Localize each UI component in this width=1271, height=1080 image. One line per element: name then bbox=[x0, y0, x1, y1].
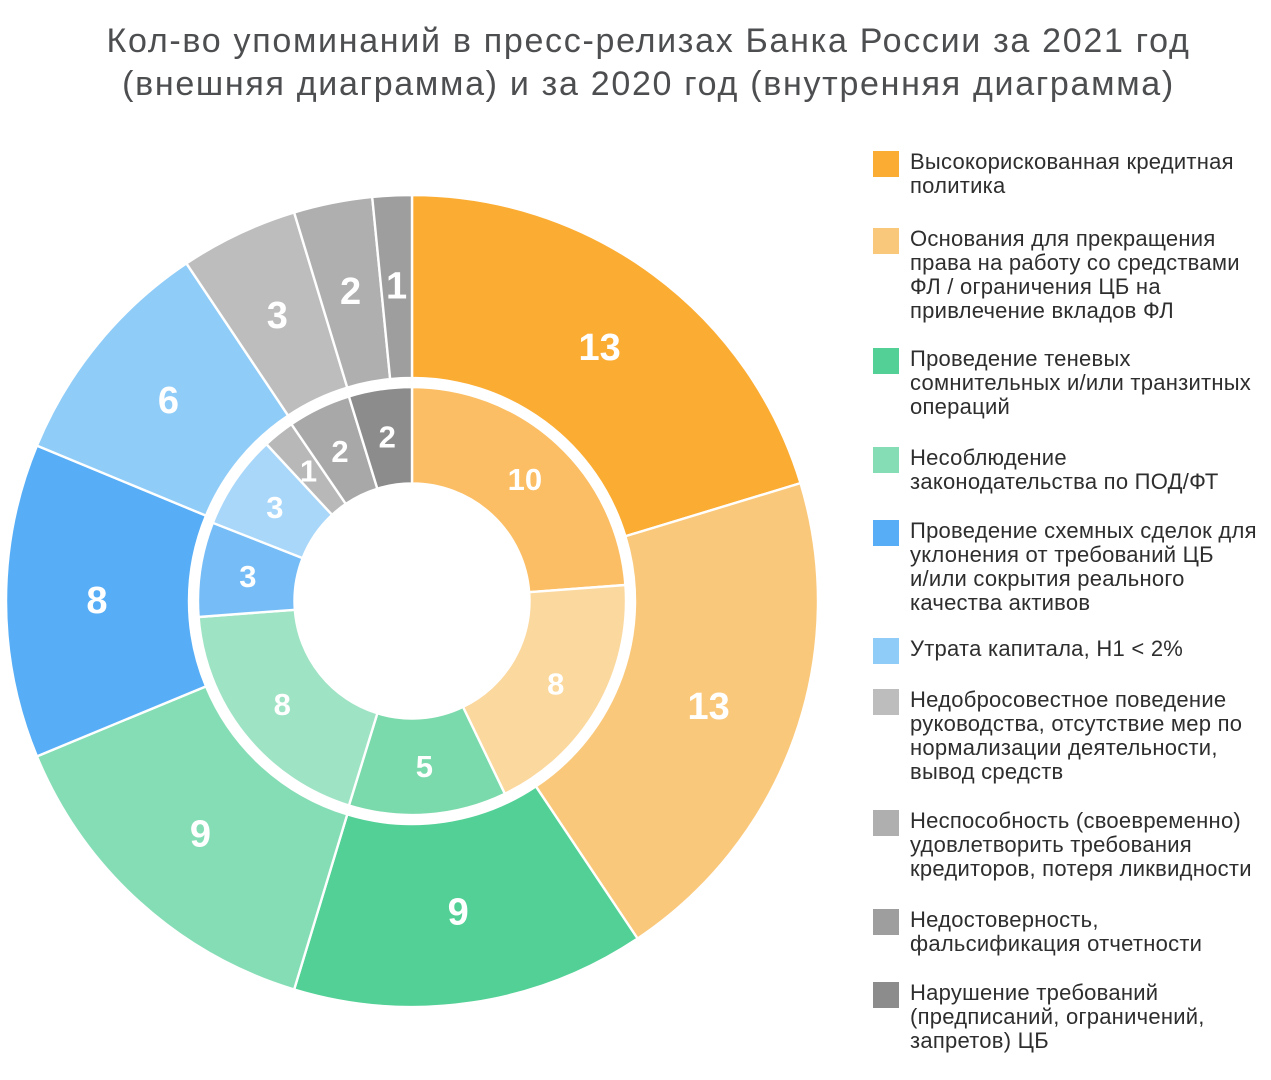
inner-slice-0 bbox=[410, 385, 627, 594]
inner-slice-3 bbox=[197, 608, 379, 807]
inner-slice-value-3: 8 bbox=[274, 687, 291, 722]
legend-swatch-3 bbox=[873, 347, 899, 374]
legend-swatch-2 bbox=[873, 227, 899, 254]
inner-slice-value-1: 8 bbox=[547, 667, 564, 702]
legend-label-8: Неспособность (своевременно) удовлетвори… bbox=[910, 807, 1252, 881]
inner-slice-value-2: 5 bbox=[416, 749, 433, 784]
legend-swatch-10 bbox=[873, 982, 899, 1009]
inner-slice-value-9: 2 bbox=[379, 419, 396, 454]
legend-label-9: Недостоверность, фальсификация отчетност… bbox=[910, 906, 1203, 956]
legend-label-1: Высокорискованная кредитная политика bbox=[910, 149, 1234, 199]
inner-slice-value-8: 2 bbox=[331, 434, 348, 469]
inner-slice-value-4: 3 bbox=[239, 559, 256, 594]
legend-label-7: Недобросовестное поведение руководства, … bbox=[910, 687, 1243, 785]
outer-slice-value-4: 8 bbox=[86, 580, 107, 622]
outer-slice-1 bbox=[534, 481, 820, 940]
legend-label-5: Проведение схемных сделок для уклонения … bbox=[910, 518, 1257, 615]
outer-slice-2 bbox=[292, 785, 639, 1009]
legend-label-10: Нарушение требований (предписаний, огран… bbox=[910, 980, 1205, 1054]
legend-label-3: Проведение теневых сомнительных и/или тр… bbox=[910, 345, 1252, 419]
legend-swatch-7 bbox=[873, 689, 899, 716]
outer-slice-value-0: 13 bbox=[579, 327, 621, 369]
legend-swatch-6 bbox=[873, 638, 899, 664]
chart-title: Кол-во упоминаний в пресс-релизах Банка … bbox=[106, 22, 1191, 103]
legend-swatch-4 bbox=[873, 446, 899, 473]
outer-slice-value-3: 9 bbox=[190, 813, 211, 855]
outer-slice-value-8: 1 bbox=[386, 265, 407, 307]
inner-slice-1 bbox=[461, 583, 628, 796]
outer-slice-value-2: 9 bbox=[448, 892, 469, 934]
legend-swatch-8 bbox=[873, 809, 899, 836]
outer-slice-8 bbox=[371, 193, 414, 381]
legend-label-4: Несоблюдение законодательства по ПОД/ФТ bbox=[910, 444, 1219, 494]
legend-swatch-9 bbox=[873, 908, 899, 935]
outer-slice-0 bbox=[410, 193, 802, 538]
inner-slice-9 bbox=[347, 385, 414, 490]
inner-slice-value-7: 1 bbox=[300, 454, 317, 489]
inner-slice-value-5: 3 bbox=[266, 490, 283, 525]
legend-swatch-5 bbox=[873, 520, 899, 546]
legend-swatch-1 bbox=[873, 151, 899, 178]
inner-slice-value-0: 10 bbox=[508, 462, 542, 497]
legend-label-6: Утрата капитала, Н1 < 2% bbox=[910, 636, 1184, 661]
legend-label-2: Основания для прекращения права на работ… bbox=[910, 225, 1240, 323]
outer-slice-value-1: 13 bbox=[687, 686, 729, 728]
outer-slice-value-7: 2 bbox=[340, 271, 361, 313]
outer-slice-3 bbox=[35, 685, 349, 991]
outer-slice-value-6: 3 bbox=[267, 295, 288, 337]
outer-slice-value-5: 6 bbox=[158, 380, 179, 422]
